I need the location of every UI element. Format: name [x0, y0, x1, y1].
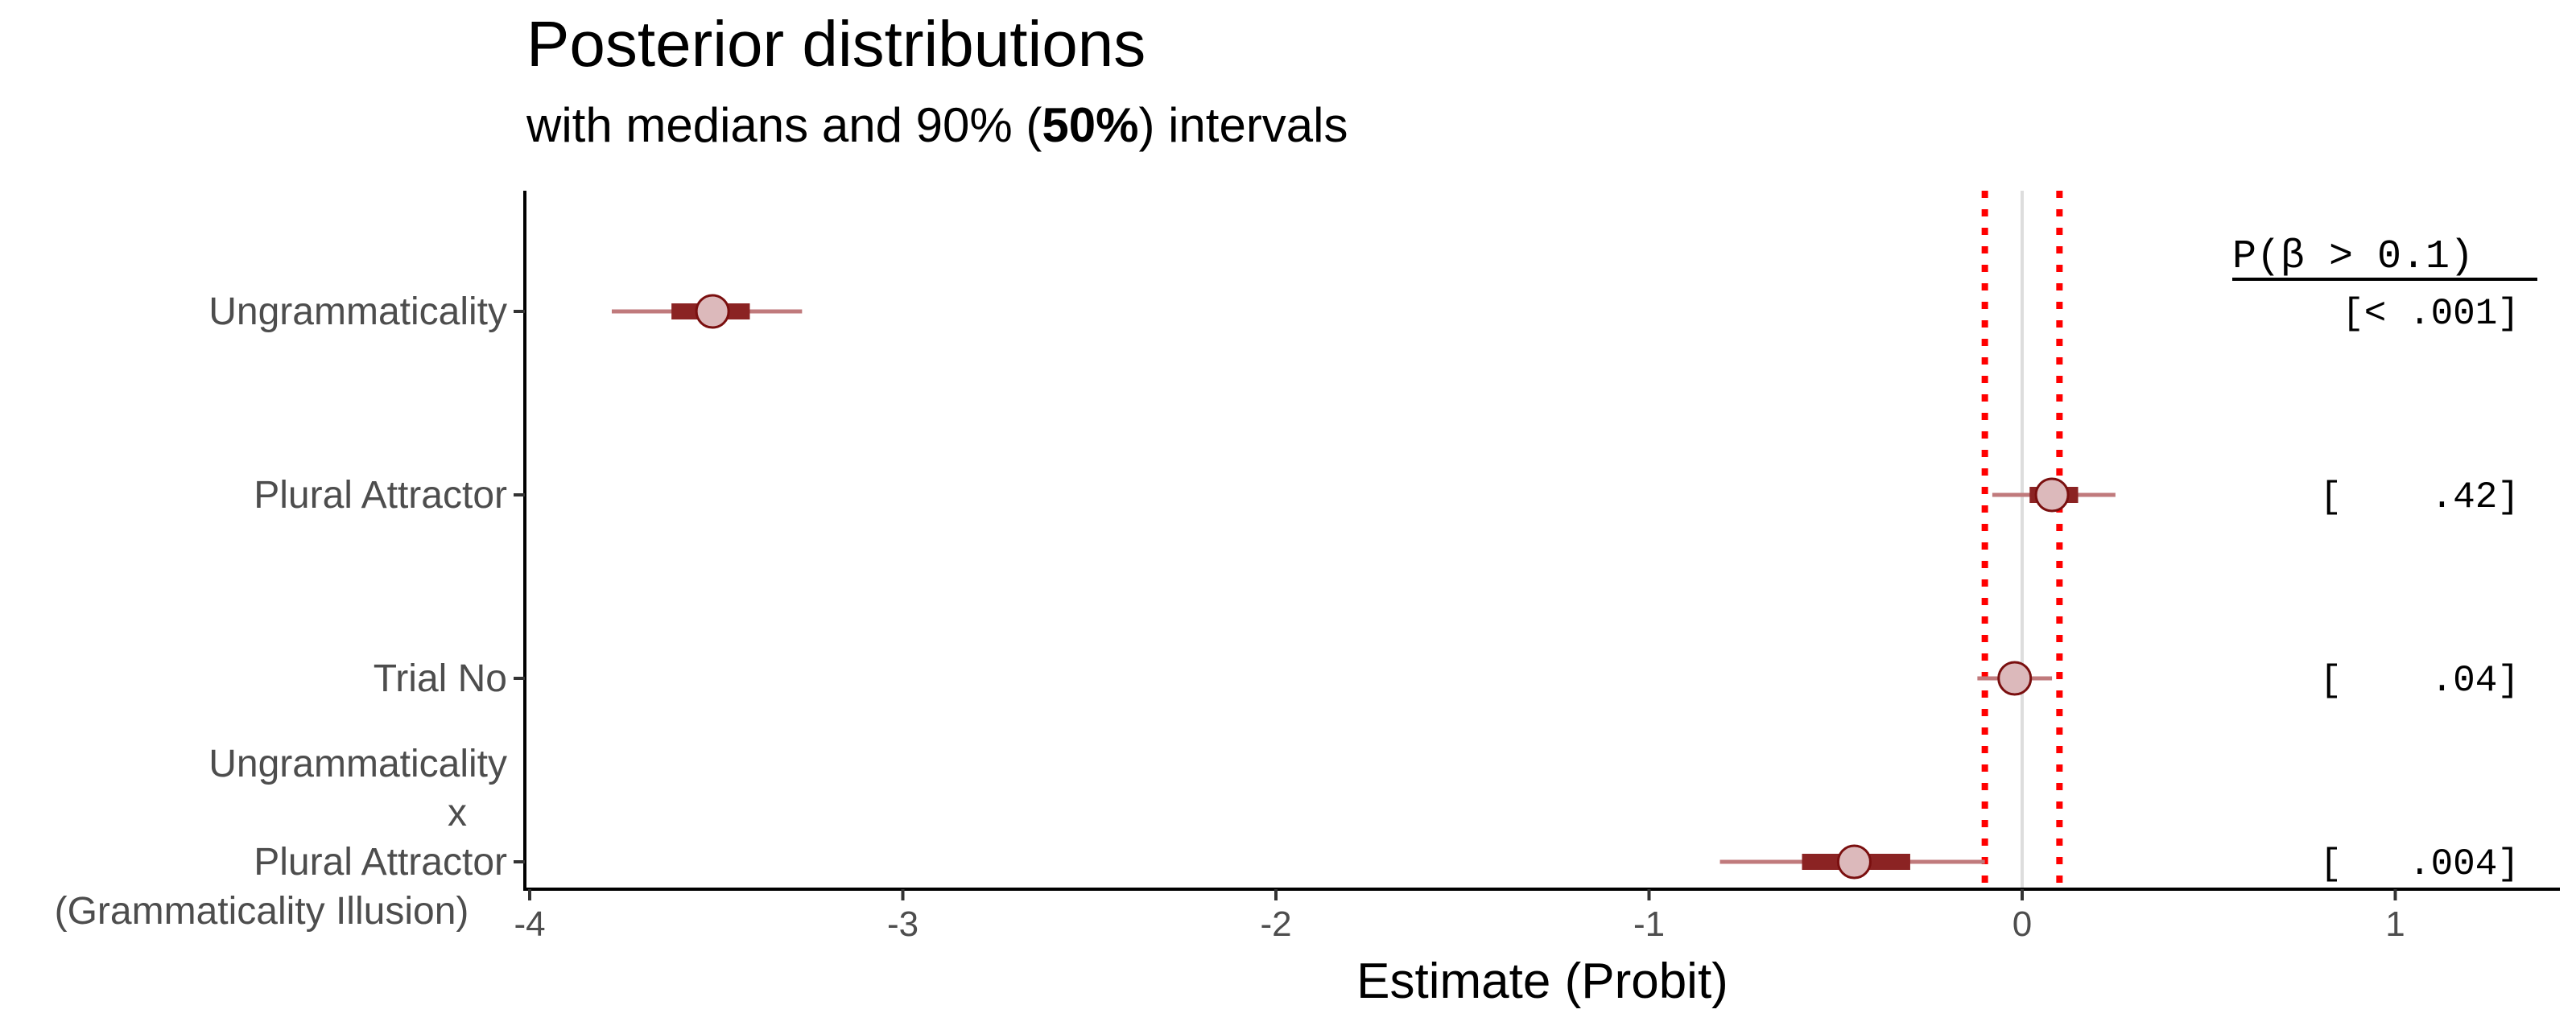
y-label-3-line-1: x — [448, 792, 467, 834]
reference-lines — [1981, 191, 2063, 889]
y-label-3-line-2: Plural Attractor — [254, 841, 507, 884]
x-tick-label-0: -4 — [514, 904, 545, 944]
prob-label-2: [ .04] — [2320, 660, 2520, 702]
prob-label-0: [< .001] — [2342, 293, 2520, 335]
median-point-3 — [1836, 844, 1872, 880]
interval-marks — [611, 294, 2116, 880]
y-label-3-line-3: (Grammaticality Illusion) — [55, 890, 469, 933]
y-label-3-line-0: Ungrammaticality — [208, 743, 507, 785]
chart-subtitle: with medians and 90% (50%) intervals — [526, 98, 1348, 152]
y-axis-labels: Ungrammaticality Plural Attractor Trial No… — [55, 290, 507, 933]
prob-label-1: [ .42] — [2320, 476, 2520, 518]
x-tick-label-5: 1 — [2385, 904, 2405, 944]
x-tick-label-1: -3 — [887, 904, 919, 944]
y-label-2-line-0: Trial No — [374, 657, 507, 700]
x-tick-label-4: 0 — [2013, 904, 2032, 944]
axes: -4 -3 -2 -1 0 1 — [514, 191, 2560, 944]
y-label-0-line-0: Ungrammaticality — [208, 290, 507, 333]
x-tick-label-3: -1 — [1633, 904, 1665, 944]
prob-column-header: P(β > 0.1) — [2232, 234, 2474, 280]
probability-column: P(β > 0.1) [< .001] [ .42] [ .04] [ .004] — [2232, 234, 2537, 885]
chart-title: Posterior distributions — [526, 8, 1146, 80]
median-point-1 — [2034, 477, 2070, 513]
median-point-0 — [695, 294, 730, 329]
prob-label-3: [ .004] — [2320, 843, 2520, 885]
x-axis-label: Estimate (Probit) — [1356, 954, 1728, 1009]
x-tick-label-2: -2 — [1260, 904, 1291, 944]
y-label-1-line-0: Plural Attractor — [254, 474, 507, 517]
median-point-2 — [1997, 661, 2033, 696]
